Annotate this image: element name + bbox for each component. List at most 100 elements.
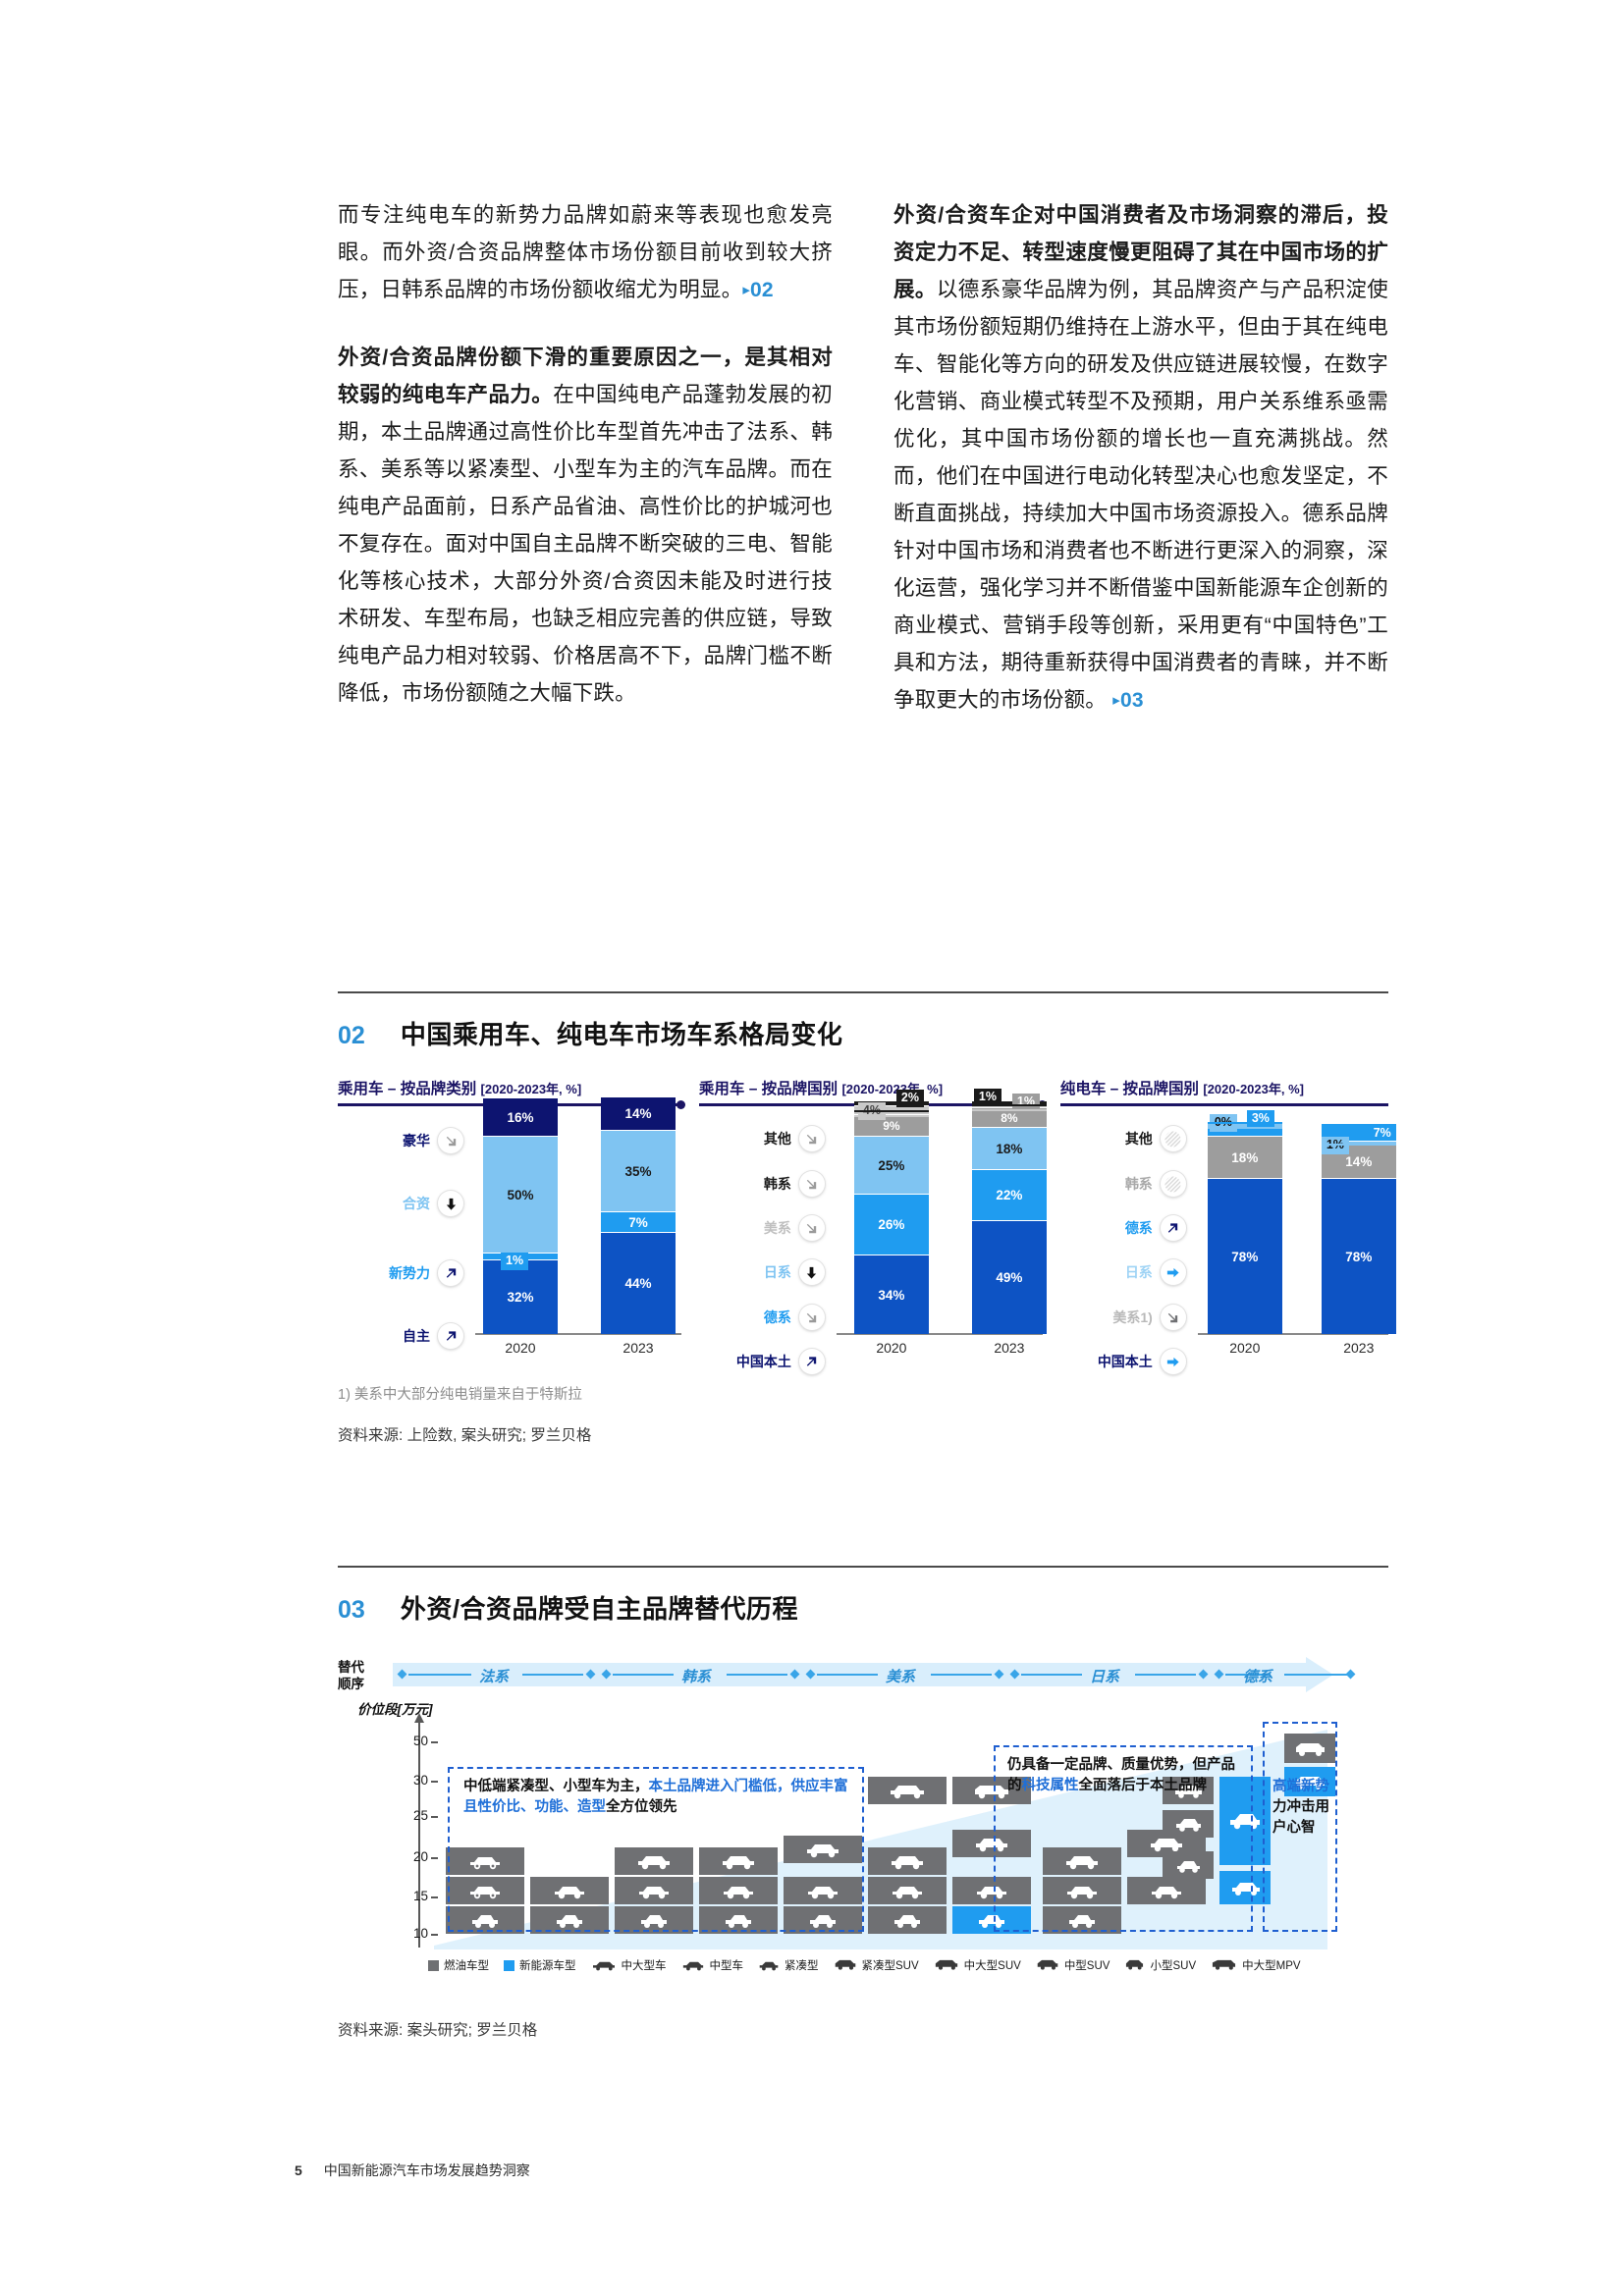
legend-item-joint-venture-label: 合资	[403, 1196, 430, 1211]
legend-item-suv-mid[interactable]: 中型SUV	[1036, 1957, 1110, 1973]
legend-item-other[interactable]: 其他	[764, 1126, 825, 1151]
leader-line-japanese	[1207, 1127, 1282, 1129]
arrow-down-icon	[798, 1259, 825, 1285]
legend-item-korean[interactable]: 韩系	[1125, 1171, 1186, 1197]
exhibit-ref-02[interactable]: ▸02	[742, 279, 774, 301]
legend-item-joint-venture[interactable]: 合资	[403, 1191, 463, 1216]
legend-item-luxury-label: 豪华	[403, 1133, 430, 1148]
sequence-segment	[613, 1674, 674, 1676]
annotation-mid-run-2: 全面落后于本土品牌	[1078, 1778, 1208, 1793]
y-axis-label: 价位段[万元]	[357, 1702, 433, 1717]
leader-line-german	[1207, 1122, 1282, 1124]
legend-item-domestic[interactable]: 自主	[403, 1323, 463, 1349]
triangle-icon: ▸	[742, 282, 751, 298]
y-tick-10: 10	[389, 1926, 438, 1941]
legend-item-japanese[interactable]: 日系	[1125, 1259, 1186, 1285]
car-tile	[699, 1877, 778, 1904]
exhibit-ref-03[interactable]: ▸03	[1112, 689, 1144, 712]
paragraph-1-text: 而专注纯电车的新势力品牌如蔚来等表现也愈发亮眼。而外资/合资品牌整体市场份额目前…	[338, 203, 833, 301]
leader-line-japanese	[1321, 1144, 1396, 1146]
legend-item-compact[interactable]: 紧凑型	[758, 1957, 819, 1973]
x-label-2020: 2020	[1229, 1340, 1261, 1356]
car-tile	[1043, 1847, 1121, 1875]
sequence-segment	[1225, 1674, 1271, 1676]
sedan-large-icon	[591, 1960, 617, 1971]
segment-joint-venture: 35%	[601, 1130, 676, 1211]
legend-item-suv-large[interactable]: 中大型SUV	[934, 1957, 1021, 1973]
x-label-2023: 2023	[1343, 1340, 1375, 1356]
legend-item-mpv[interactable]: 中大型MPV	[1211, 1957, 1301, 1973]
arrow-down-right-icon	[798, 1171, 825, 1197]
sequence-label-line1: 替代	[338, 1660, 364, 1675]
panel-3-title: 纯电车 – 按品牌国别 [2020-2023年, %]	[1060, 1077, 1388, 1103]
legend-item-nev[interactable]: 新能源车型	[504, 1957, 576, 1973]
legend-item-korean[interactable]: 韩系	[764, 1171, 825, 1197]
x-label-2020: 2020	[876, 1340, 907, 1356]
panel-1-bars: 16% 50% 32% 1% 2020 14% 35% 7% 44%	[475, 1097, 681, 1356]
annotation-text-mid: 仍具备一定品牌、质量优势，但产品的科技属性全面落后于本土品牌	[1007, 1755, 1245, 1796]
segment-china-local: 34%	[853, 1255, 929, 1334]
legend-item-german-label: 德系	[763, 1309, 791, 1325]
paragraph-2-lead: 外资/合资品牌份额下滑的重要原因之一，是其相对较弱的纯电车产品力。	[338, 346, 833, 406]
car-tile-ev	[952, 1906, 1031, 1934]
hatched-circle-icon	[1160, 1171, 1186, 1197]
legend-item-ice[interactable]: 燃油车型	[428, 1957, 489, 1973]
legend-item-suv-compact[interactable]: 紧凑型SUV	[834, 1957, 919, 1973]
segment-american: 8%	[971, 1107, 1047, 1127]
car-tile	[952, 1877, 1031, 1904]
leader-line-other	[853, 1110, 929, 1112]
legend-item-sedan-mid[interactable]: 中型车	[681, 1957, 743, 1973]
suv-compact-icon	[834, 1959, 857, 1971]
paragraph-3-lead: 外资/合资车企对中国消费者及市场洞察的滞后，投资定力不足、转型速度慢更阻碍了其在…	[893, 203, 1388, 301]
legend-item-american[interactable]: 美系	[764, 1215, 825, 1241]
segment-new-force: 7%	[601, 1211, 676, 1232]
legend-item-korean-label: 韩系	[763, 1176, 791, 1192]
legend-item-german[interactable]: 德系	[764, 1305, 825, 1330]
car-tile	[784, 1836, 862, 1863]
legend-item-luxury[interactable]: 豪华	[403, 1128, 463, 1153]
legend-item-american[interactable]: 美系1)	[1112, 1305, 1186, 1330]
legend-item-sedan-large[interactable]: 中大型车	[591, 1957, 667, 1973]
panel-3-axis	[1197, 1333, 1388, 1335]
legend-item-nev-label: 新能源车型	[519, 1960, 576, 1972]
panel-1-legend: 豪华 合资 新势力 自主	[338, 1120, 463, 1356]
legend-item-china-local-label: 中国本土	[1097, 1354, 1153, 1369]
car-tile	[1284, 1734, 1335, 1763]
legend-item-other-label: 其他	[1124, 1131, 1153, 1147]
segment-japanese	[1321, 1141, 1396, 1145]
annotation-text-left: 中低端紧凑型、小型车为主，本土品牌进入门槛低，供应丰富且性价比、功能、造型全方位…	[463, 1777, 858, 1818]
panel-3-plot: 其他 韩系 德系 日系	[1060, 1110, 1396, 1377]
suv-large-icon	[934, 1959, 959, 1971]
car-tile	[784, 1877, 862, 1904]
legend-item-china-local[interactable]: 中国本土	[1098, 1349, 1186, 1374]
legend-item-suv-small[interactable]: 小型SUV	[1124, 1957, 1196, 1973]
page-footer: 5 中国新能源汽车市场发展趋势洞察	[295, 2161, 530, 2180]
sequence-item-american: 美系	[886, 1669, 916, 1685]
legend-item-china-local-label: 中国本土	[735, 1354, 791, 1369]
legend-item-other[interactable]: 其他	[1125, 1126, 1186, 1151]
callout-new-force-2020: 1%	[501, 1253, 529, 1270]
sequence-item-japanese: 日系	[1090, 1669, 1120, 1685]
bar-2023: 14% 35% 7% 44%	[601, 1097, 676, 1334]
hatched-circle-icon	[1160, 1126, 1186, 1151]
legend-item-german[interactable]: 德系	[1125, 1215, 1186, 1241]
leader-line-other	[971, 1104, 1047, 1106]
segment-korean	[853, 1105, 929, 1114]
legend-item-japanese[interactable]: 日系	[764, 1259, 825, 1285]
legend-item-suv-large-label: 中大型SUV	[963, 1960, 1021, 1972]
arrow-down-right-icon	[798, 1305, 825, 1330]
legend-item-korean-label: 韩系	[1124, 1176, 1153, 1192]
sequence-segment	[931, 1674, 992, 1676]
exhibit-03-number: 03	[338, 1596, 365, 1624]
exhibit-02-panels: 乘用车 – 按品牌类别 [2020-2023年, %] 豪华 合资	[338, 1077, 1396, 1377]
y-tick-25: 25	[389, 1808, 438, 1823]
compact-icon	[758, 1960, 780, 1971]
car-tile	[1163, 1777, 1214, 1804]
sequence-label: 替代 顺序	[338, 1659, 364, 1692]
legend-item-new-force[interactable]: 新势力	[389, 1260, 463, 1286]
legend-item-china-local[interactable]: 中国本土	[736, 1349, 825, 1374]
footer-doc-title: 中国新能源汽车市场发展趋势洞察	[323, 2163, 530, 2178]
car-tile	[446, 1877, 524, 1904]
sequence-segment	[522, 1674, 583, 1676]
annotation-right-run-0: 高端新势	[1272, 1779, 1329, 1794]
